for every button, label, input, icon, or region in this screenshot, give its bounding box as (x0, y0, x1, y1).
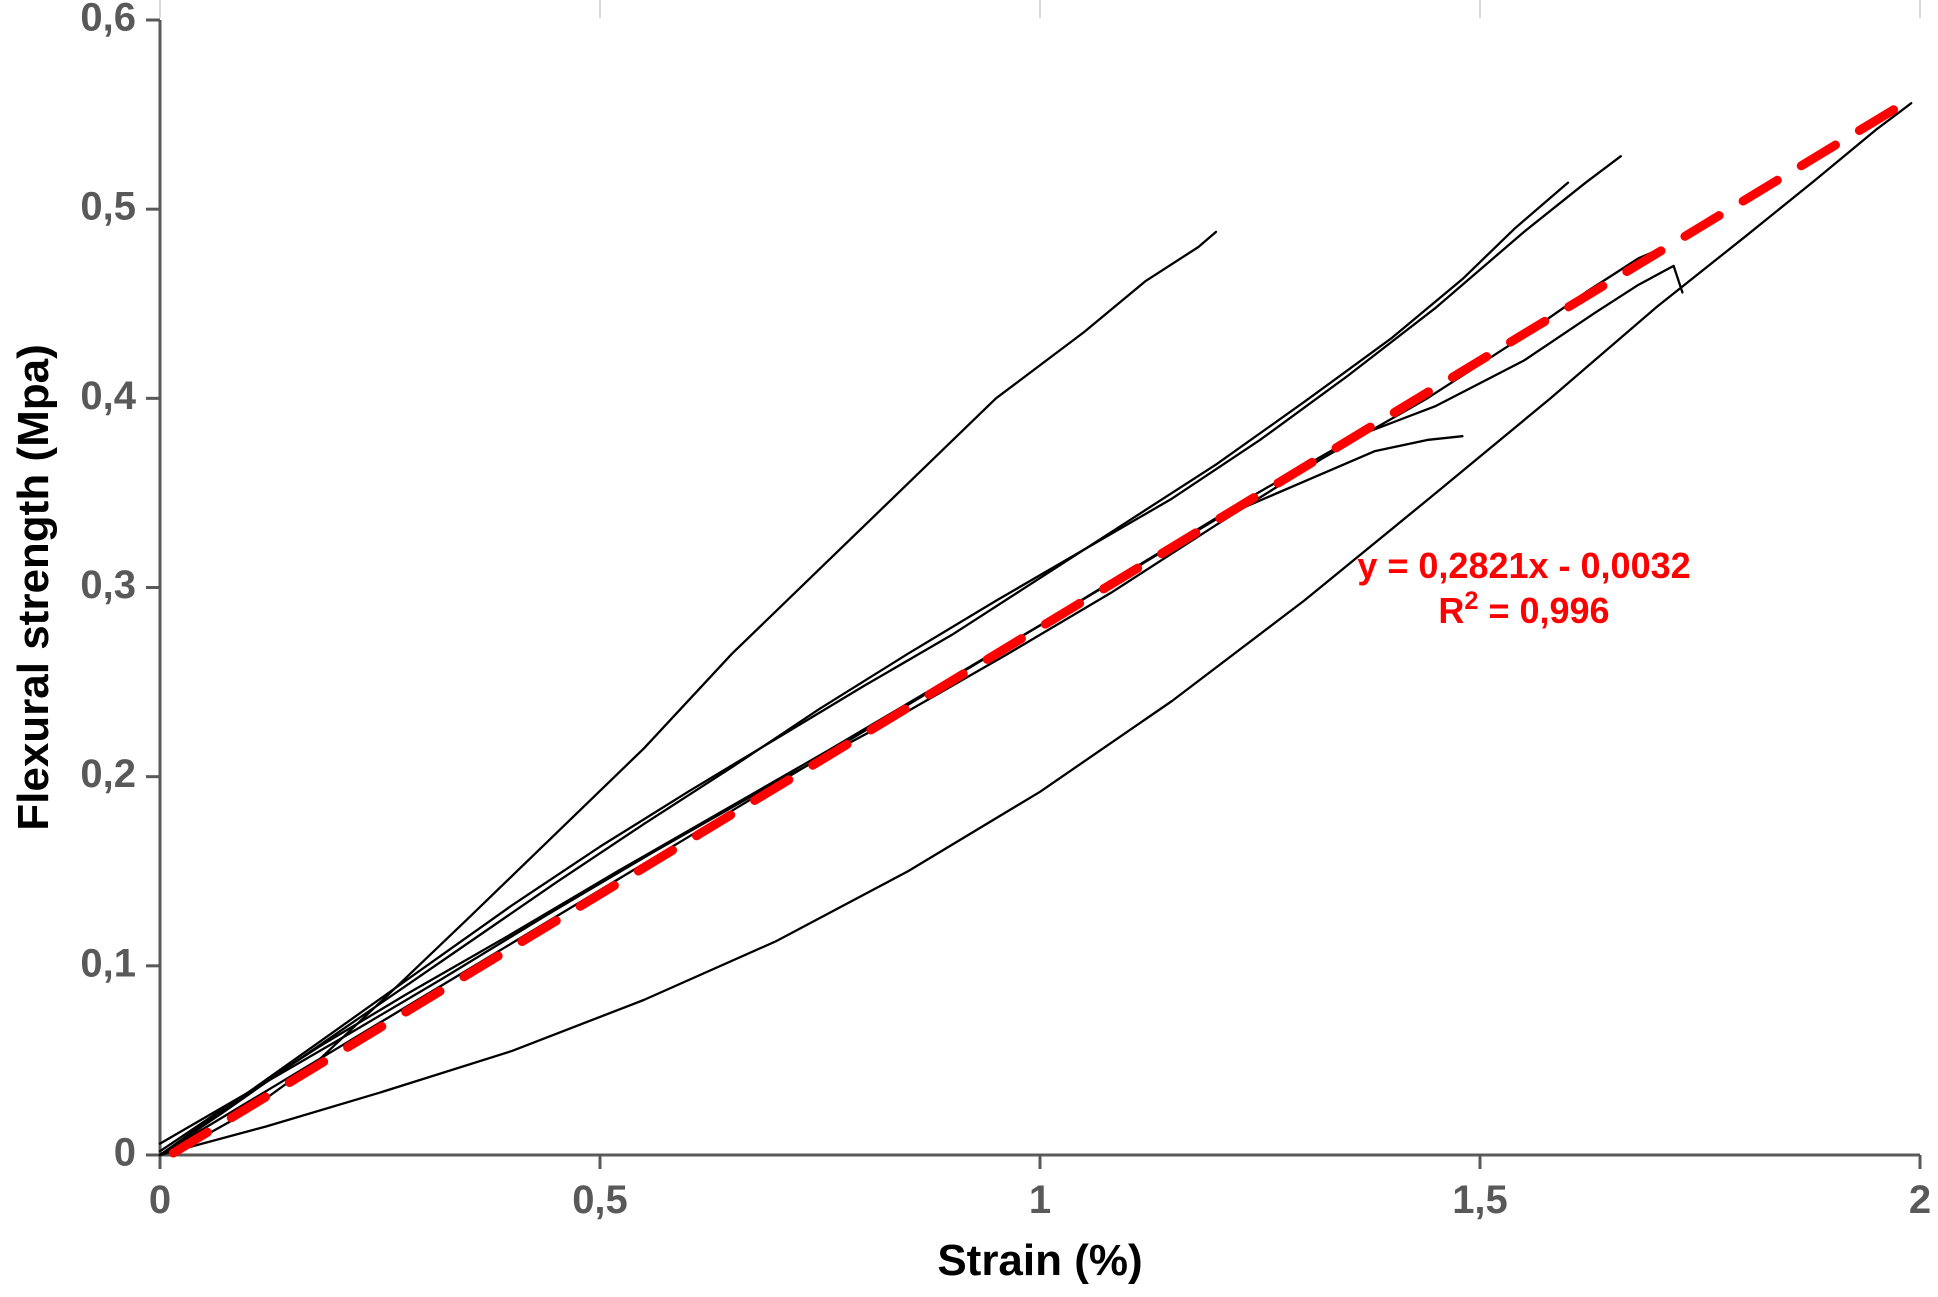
chart-background (0, 0, 1938, 1297)
x-tick-label: 1 (1029, 1178, 1051, 1222)
x-tick-label: 2 (1909, 1178, 1931, 1222)
y-tick-label: 0,6 (80, 0, 136, 40)
y-tick-label: 0 (114, 1131, 136, 1175)
trendline-r2: R2 = 0,996 (1438, 587, 1609, 631)
y-tick-label: 0,3 (80, 563, 136, 607)
chart-svg: 0 0,1 0,2 0,3 0,4 0,5 0,6 0 0,5 1 1,5 2 y = 0,2821x … (0, 0, 1938, 1297)
x-tick-label: 0,5 (572, 1178, 628, 1222)
y-tick-label: 0,2 (80, 752, 136, 796)
y-tick-label: 0,1 (80, 941, 136, 985)
x-tick-label: 1,5 (1452, 1178, 1508, 1222)
flexural-strength-chart: 0 0,1 0,2 0,3 0,4 0,5 0,6 0 0,5 1 1,5 2 y = 0,2821x … (0, 0, 1938, 1297)
y-axis-title: Flexural strength (Mpa) (9, 344, 58, 831)
y-tick-label: 0,5 (80, 185, 136, 229)
y-tick-label: 0,4 (80, 374, 136, 418)
trendline-equation: y = 0,2821x - 0,0032 (1357, 545, 1690, 586)
x-axis-title: Strain (%) (937, 1236, 1142, 1285)
x-tick-label: 0 (149, 1178, 171, 1222)
